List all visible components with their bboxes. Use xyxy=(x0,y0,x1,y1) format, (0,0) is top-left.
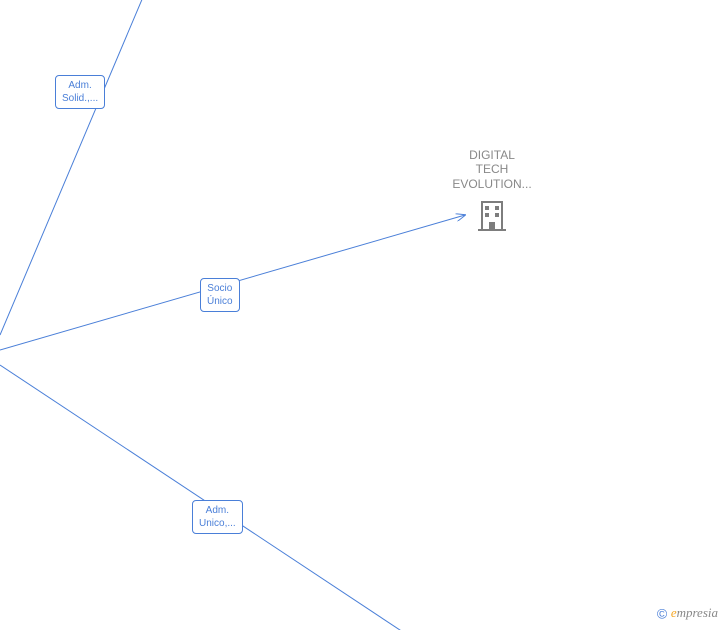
edge-socio-unico-label[interactable]: Socio Único xyxy=(200,278,240,312)
edge-adm-unico-label[interactable]: Adm. Unico,... xyxy=(192,500,243,534)
diagram-canvas xyxy=(0,0,728,630)
brand-rest: mpresia xyxy=(677,605,718,620)
building-icon xyxy=(478,200,506,232)
entity-title: DIGITAL TECH EVOLUTION... xyxy=(432,148,552,191)
edge-adm-unico xyxy=(0,365,415,630)
brand-copyright: © empresia xyxy=(657,605,718,622)
copyright-symbol: © xyxy=(657,606,667,622)
edge-adm-solid-label[interactable]: Adm. Solid.,... xyxy=(55,75,105,109)
edge-adm-solid xyxy=(0,0,146,335)
